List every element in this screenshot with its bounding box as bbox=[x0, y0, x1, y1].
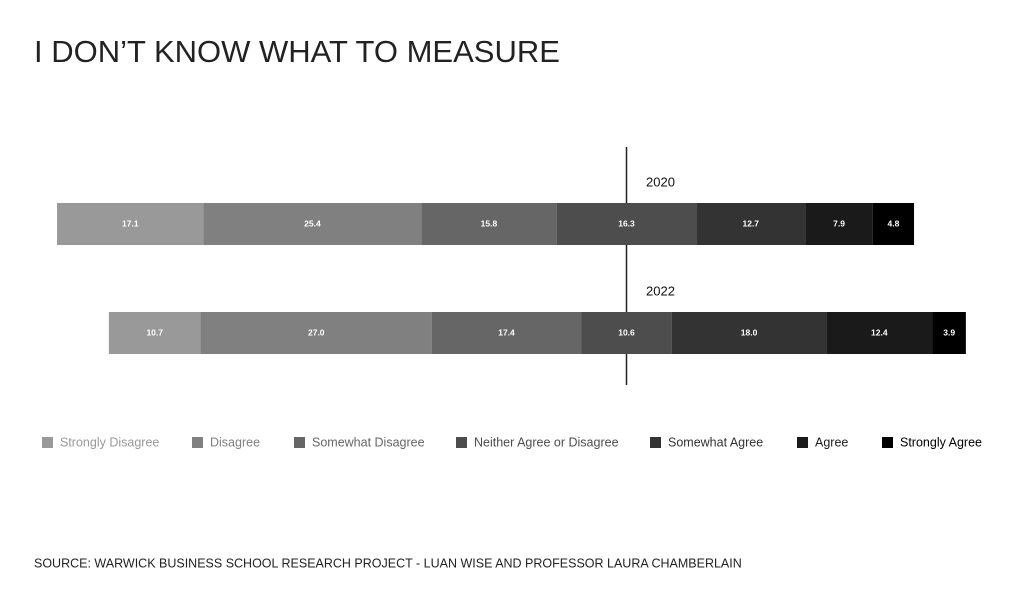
bar-segment bbox=[556, 203, 697, 245]
bar-segment bbox=[826, 312, 933, 354]
data-label: 15.8 bbox=[481, 218, 498, 228]
chart-title: I DON’T KNOW WHAT TO MEASURE bbox=[34, 34, 560, 69]
source-note: SOURCE: WARWICK BUSINESS SCHOOL RESEARCH… bbox=[34, 556, 742, 570]
data-label: 17.4 bbox=[498, 327, 515, 337]
legend-label: Somewhat Agree bbox=[668, 435, 763, 449]
data-label: 18.0 bbox=[741, 327, 758, 337]
data-label: 10.7 bbox=[146, 327, 163, 337]
legend-label: Somewhat Disagree bbox=[312, 435, 425, 449]
bar-segment bbox=[57, 203, 204, 245]
data-label: 12.4 bbox=[871, 327, 888, 337]
category-label: 2020 bbox=[646, 174, 675, 189]
data-label: 3.9 bbox=[943, 327, 955, 337]
legend-label: Strongly Agree bbox=[900, 435, 982, 449]
legend-swatch bbox=[294, 437, 305, 448]
data-label: 27.0 bbox=[308, 327, 325, 337]
legend-label: Agree bbox=[815, 435, 848, 449]
bar-segment bbox=[421, 203, 557, 245]
legend-label: Strongly Disagree bbox=[60, 435, 159, 449]
bar-segment bbox=[872, 203, 915, 245]
legend-label: Neither Agree or Disagree bbox=[474, 435, 619, 449]
data-label: 4.8 bbox=[888, 218, 900, 228]
data-label: 10.6 bbox=[618, 327, 635, 337]
legend-swatch bbox=[456, 437, 467, 448]
legend-swatch bbox=[192, 437, 203, 448]
data-label: 12.7 bbox=[742, 218, 759, 228]
legend-swatch bbox=[42, 437, 53, 448]
bar-segment bbox=[581, 312, 672, 354]
data-label: 17.1 bbox=[122, 218, 139, 228]
bar-segment bbox=[932, 312, 966, 354]
bar-segment bbox=[671, 312, 827, 354]
legend-label: Disagree bbox=[210, 435, 260, 449]
legend-swatch bbox=[650, 437, 661, 448]
data-label: 25.4 bbox=[304, 218, 321, 228]
data-label: 16.3 bbox=[618, 218, 635, 228]
category-label: 2022 bbox=[646, 283, 675, 298]
legend-swatch bbox=[882, 437, 893, 448]
bar-segment bbox=[108, 312, 201, 354]
bar-segment bbox=[200, 312, 432, 354]
legend-swatch bbox=[797, 437, 808, 448]
bar-segment bbox=[431, 312, 582, 354]
bar-segment bbox=[805, 203, 873, 245]
bar-segment bbox=[696, 203, 806, 245]
bar-segment bbox=[203, 203, 422, 245]
data-label: 7.9 bbox=[833, 218, 845, 228]
